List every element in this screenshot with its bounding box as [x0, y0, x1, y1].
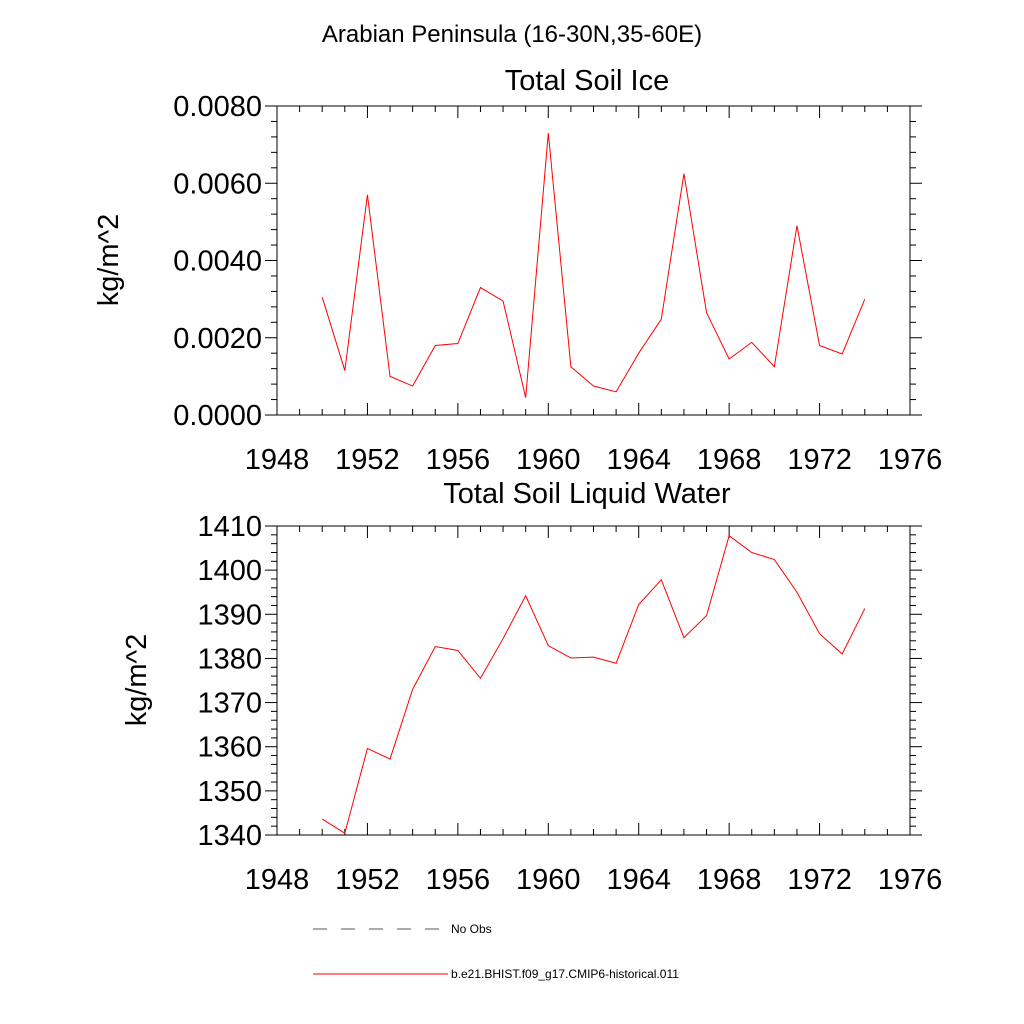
- panel-total-soil-liquid-water: Total Soil Liquid Water kg/m^2 1948 1952 1…: [121, 478, 942, 896]
- x-tick-label: 1952: [335, 864, 400, 896]
- y-tick-label: 0.0020: [173, 323, 262, 355]
- y-axis-label: kg/m^2: [121, 634, 153, 727]
- x-tick-label: 1948: [245, 864, 310, 896]
- x-tick-label: 1976: [878, 444, 943, 476]
- y-tick-label: 0.0060: [173, 168, 262, 200]
- x-tick-label: 1956: [426, 864, 491, 896]
- x-tick-label: 1972: [787, 444, 852, 476]
- y-tick-label: 1410: [197, 511, 262, 543]
- series-line: [321, 534, 866, 835]
- y-tick-label: 0.0080: [173, 91, 262, 123]
- y-tick-label: 1380: [197, 643, 262, 675]
- legend: No Obs b.e21.BHIST.f09_g17.CMIP6-histori…: [313, 922, 679, 981]
- x-tick-label: 1964: [606, 864, 671, 896]
- series-line: [321, 132, 866, 398]
- y-tick-label: 1340: [197, 820, 262, 852]
- x-tick-label: 1952: [335, 444, 400, 476]
- x-tick-label: 1960: [516, 444, 581, 476]
- x-tick-label: 1968: [697, 444, 762, 476]
- plot-frame: [276, 105, 911, 416]
- y-tick-label: 1390: [197, 599, 262, 631]
- panel-title: Total Soil Liquid Water: [443, 478, 731, 510]
- legend-label-no-obs: No Obs: [451, 922, 492, 936]
- y-axis-label: kg/m^2: [93, 214, 125, 307]
- y-tick-label: 1370: [197, 688, 262, 720]
- x-tick-label: 1948: [245, 444, 310, 476]
- panel-total-soil-ice: Total Soil Ice kg/m^2 1948 1952 1956 1960 19…: [93, 65, 942, 476]
- x-tick-label: 1972: [787, 864, 852, 896]
- x-tick-label: 1964: [606, 444, 671, 476]
- main-title: Arabian Peninsula (16-30N,35-60E): [322, 21, 702, 48]
- axes: 1948 1952 1956 1960 1964 1968 1972 1976 0.0000 0.…: [173, 91, 942, 476]
- panel-title: Total Soil Ice: [505, 65, 669, 97]
- x-tick-label: 1976: [878, 864, 943, 896]
- x-tick-label: 1956: [426, 444, 491, 476]
- x-tick-label: 1960: [516, 864, 581, 896]
- y-tick-label: 0.0040: [173, 246, 262, 278]
- y-tick-label: 1350: [197, 776, 262, 808]
- plot-frame: [276, 525, 911, 836]
- axes: 1948 1952 1956 1960 1964 1968 1972 1976 1340 1350…: [197, 511, 942, 896]
- y-tick-label: 0.0000: [173, 400, 262, 432]
- x-tick-label: 1968: [697, 864, 762, 896]
- legend-label-model: b.e21.BHIST.f09_g17.CMIP6-historical.011: [451, 967, 679, 981]
- y-tick-label: 1400: [197, 555, 262, 587]
- y-tick-label: 1360: [197, 732, 262, 764]
